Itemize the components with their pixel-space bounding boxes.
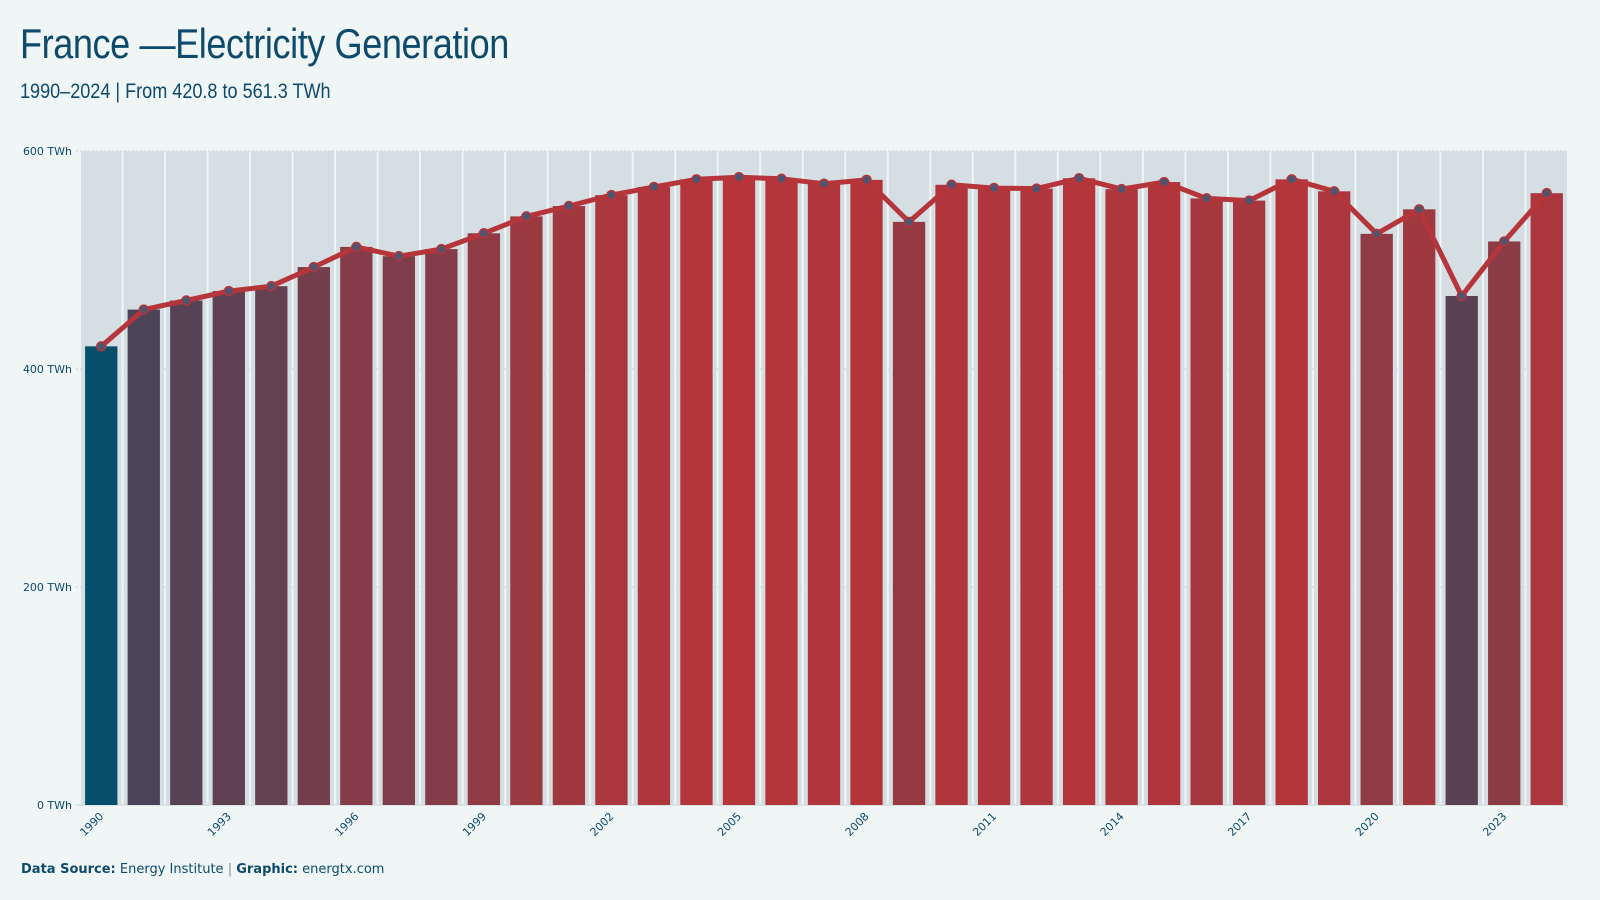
x-tick-label: 2002 [588, 810, 617, 839]
data-point [1456, 290, 1467, 302]
bar [1318, 191, 1351, 805]
data-point [648, 181, 660, 193]
bar [935, 184, 968, 806]
bar [1020, 188, 1053, 806]
data-point [1243, 195, 1255, 206]
x-tick-label: 2017 [1225, 810, 1254, 839]
bars [85, 177, 1563, 806]
data-point [1201, 193, 1212, 204]
data-point [1073, 173, 1085, 184]
bar [467, 233, 501, 806]
data-point [351, 241, 362, 253]
source-label: Data Source: [21, 862, 116, 877]
data-point [181, 295, 192, 306]
footer-credits: Data Source: Energy Institute | Graphic:… [21, 862, 384, 877]
data-point [988, 182, 1000, 194]
data-point [733, 171, 745, 183]
bar [680, 179, 713, 806]
bar [850, 179, 883, 805]
data-point [1371, 228, 1382, 240]
bar [1105, 189, 1138, 805]
x-tick-label: 2014 [1098, 810, 1127, 839]
bar [1062, 178, 1096, 805]
bar [552, 206, 586, 806]
bar [1360, 233, 1393, 806]
data-point [1541, 187, 1552, 199]
y-tick-label: 200 TWh [23, 581, 72, 594]
bar [1403, 209, 1436, 805]
data-point [393, 250, 405, 262]
graphic-value: energtx.com [302, 862, 385, 877]
bar [340, 246, 373, 806]
data-point [903, 216, 915, 228]
data-point [776, 173, 787, 185]
bar [1445, 295, 1478, 805]
bar [1190, 198, 1223, 806]
data-point [818, 178, 830, 189]
data-point [308, 261, 320, 273]
data-point [1328, 186, 1340, 197]
bar [170, 300, 203, 805]
data-point [1498, 236, 1510, 247]
x-tick-label: 2011 [970, 810, 999, 839]
bar [1232, 200, 1266, 806]
bar [637, 186, 671, 806]
bar [892, 221, 926, 806]
data-point [223, 285, 235, 297]
chart-title: France —Electricity Generation [20, 20, 509, 67]
data-point [436, 243, 447, 255]
bar [765, 178, 798, 806]
graphic-label: Graphic: [236, 862, 298, 877]
bar [425, 249, 458, 806]
source-value: Energy Institute [119, 862, 224, 877]
bar [297, 267, 330, 806]
data-point [691, 174, 702, 185]
bar [1488, 241, 1521, 806]
data-point [1286, 174, 1297, 185]
bar [127, 309, 160, 805]
y-axis-labels: 0 TWh 200 TWh 400 TWh 600 TWh [23, 145, 72, 812]
bar [85, 346, 118, 805]
x-tick-label: 1999 [460, 810, 489, 839]
x-tick-label: 2008 [843, 810, 872, 839]
bar [807, 183, 841, 805]
bar [382, 256, 416, 805]
x-tick-label: 1990 [77, 810, 106, 839]
x-tick-label: 2023 [1480, 810, 1509, 839]
x-tick-label: 1993 [205, 810, 234, 839]
y-tick-label: 400 TWh [23, 363, 72, 376]
data-point [1413, 204, 1425, 215]
bar [1530, 193, 1563, 806]
x-tick-label: 1996 [332, 810, 361, 839]
bar [255, 286, 288, 805]
data-point [521, 211, 532, 222]
bar [595, 195, 628, 805]
bar [977, 188, 1011, 805]
bar [1275, 179, 1308, 806]
x-axis-labels: 1990 1993 1996 1999 2002 2005 2008 2011 2014 2017… [77, 810, 1509, 839]
bar [1147, 182, 1181, 805]
y-tick-label: 600 TWh [23, 145, 72, 158]
y-tick-label: 0 TWh [37, 799, 72, 812]
bar [722, 177, 756, 805]
data-point [946, 179, 957, 191]
data-point [478, 228, 490, 239]
data-point [861, 174, 872, 186]
bar [510, 216, 543, 805]
data-point [96, 341, 107, 352]
data-point [1158, 176, 1170, 188]
footer-separator: | [227, 862, 233, 877]
bar [212, 291, 245, 805]
line-markers [96, 171, 1552, 352]
data-point [266, 280, 277, 292]
data-point [606, 189, 617, 201]
data-point [1031, 183, 1042, 194]
x-tick-label: 2005 [715, 810, 744, 839]
data-point [1116, 183, 1127, 195]
chart-subtitle: 1990–2024 | From 420.8 to 561.3 TWh [20, 80, 331, 103]
data-point [138, 304, 150, 315]
data-point [563, 200, 575, 212]
x-tick-label: 2020 [1353, 810, 1382, 839]
